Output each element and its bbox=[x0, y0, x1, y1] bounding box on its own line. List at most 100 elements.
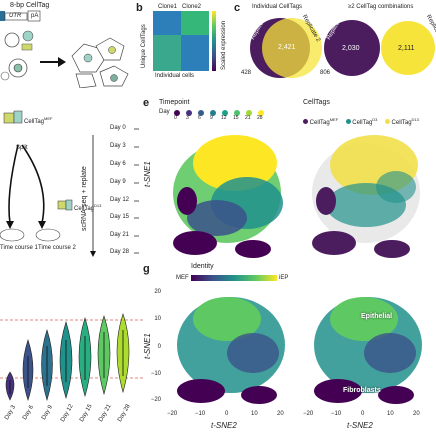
xtick: 0 bbox=[361, 411, 365, 417]
panel-a-construct: 8-bp CellTag UTR pA bbox=[0, 0, 130, 100]
tsne1-label-e: t-SNE1 bbox=[143, 161, 152, 187]
day-dot bbox=[210, 110, 216, 116]
day-item: Day 12 bbox=[110, 197, 130, 203]
panel-c-venn: Individual CellTags ≥2 CellTag combinati… bbox=[240, 0, 436, 96]
day-tick: 12 bbox=[221, 115, 227, 121]
celltags-legend: CellTagMEF CellTagD3 CellTagD13 bbox=[303, 111, 436, 126]
celltags-legend-item: CellTagD13 bbox=[384, 117, 419, 126]
identity-title: Identity bbox=[191, 263, 214, 270]
protocol-diagram bbox=[0, 110, 139, 257]
panel-e-tsne: Timepoint Day 0 3 6 9 12 15 21 28 CellTa… bbox=[143, 97, 436, 263]
panel-g-identity: Identity MEF iEP t-SNE1 Fibroblasts Epit… bbox=[143, 263, 436, 435]
ytick: 20 bbox=[154, 289, 161, 295]
xticks-left: −20 −10 0 10 20 bbox=[167, 411, 291, 419]
xtick: 10 bbox=[387, 411, 394, 417]
day-tick: 9 bbox=[210, 115, 213, 121]
heatmap-colorbar bbox=[212, 11, 216, 71]
ytick: −10 bbox=[150, 371, 161, 377]
ytick: −20 bbox=[150, 397, 161, 403]
timepoint-title: Timepoint bbox=[159, 99, 190, 106]
day-dot bbox=[198, 110, 204, 116]
heatmap-xlabel: Individual cells bbox=[155, 73, 195, 79]
venn-right-title: ≥2 CellTag combinations bbox=[348, 4, 414, 10]
celltags-legend-item: CellTagD3 bbox=[345, 117, 377, 126]
identity-colorbar bbox=[191, 275, 277, 281]
day-legend bbox=[174, 107, 274, 121]
venn-circles bbox=[250, 18, 435, 78]
panel-letter-c: c bbox=[234, 2, 241, 14]
ytick: 0 bbox=[157, 344, 161, 350]
venn-right-rep2 bbox=[381, 21, 435, 75]
heatmap-ylabel: Unique CellTags bbox=[141, 24, 147, 68]
construct-diagram bbox=[0, 10, 41, 22]
xtick: −20 bbox=[303, 411, 314, 417]
xticks-right: −20 −10 0 10 20 bbox=[303, 411, 427, 419]
overlay-label-2: Epithelial bbox=[361, 313, 393, 320]
day-dot bbox=[246, 110, 252, 116]
venn-left-rep2 bbox=[262, 18, 322, 78]
venn-right-only1: 2,030 bbox=[342, 45, 360, 52]
day-item: Day 9 bbox=[110, 179, 126, 185]
day-item: Day 28 bbox=[110, 249, 130, 255]
venn-left-only2: 806 bbox=[320, 70, 331, 76]
scrna-vertical-label: scRNA-seq + replate bbox=[81, 166, 88, 231]
mef-label: CellTagMEF bbox=[24, 116, 53, 125]
xtick: 20 bbox=[277, 411, 284, 417]
clone2-label: Clone2 bbox=[182, 4, 202, 10]
tsne-identity-plot-2 bbox=[314, 297, 422, 404]
construct-utr: UTR bbox=[9, 13, 22, 19]
xtick: 10 bbox=[251, 411, 258, 417]
violin-xaxis: Day 3 Day 6 Day 9 Day 12 Day 15 Day 21 D… bbox=[0, 404, 143, 435]
colorbar-label: Scaled expression bbox=[221, 20, 227, 70]
day-dot bbox=[258, 110, 264, 116]
transduction-diagram bbox=[0, 30, 129, 88]
celltags-legend-item: CellTagMEF bbox=[303, 117, 338, 126]
day-dot bbox=[174, 110, 180, 116]
day-tick: 15 bbox=[233, 115, 239, 121]
day-item: Day 6 bbox=[110, 161, 126, 167]
tsne-identity-plot-1 bbox=[177, 297, 285, 404]
panel-d-protocol: CellTagMEF Split CellTagD13 Time course … bbox=[0, 105, 140, 265]
identity-mef: MEF bbox=[176, 275, 189, 281]
heatmap-grid bbox=[153, 11, 209, 71]
tsne-timepoint-plot bbox=[173, 135, 283, 258]
xtick: −10 bbox=[331, 411, 342, 417]
xtick: −20 bbox=[167, 411, 178, 417]
violin-plot bbox=[0, 313, 143, 402]
panel-b-heatmap: Clone1 Clone2 Unique CellTags Individual… bbox=[141, 0, 235, 96]
day-item: Day 15 bbox=[110, 214, 130, 220]
day-tick: 28 bbox=[257, 115, 263, 121]
xtick: 0 bbox=[225, 411, 229, 417]
split-label: Split bbox=[16, 145, 28, 151]
tsne2-label-right: t-SNE2 bbox=[347, 421, 373, 430]
day-dot bbox=[234, 110, 240, 116]
d13-label: CellTagD13 bbox=[74, 203, 102, 212]
xtick: −10 bbox=[195, 411, 206, 417]
panel-letter-g: g bbox=[143, 263, 150, 275]
venn-left-only1: 428 bbox=[241, 70, 252, 76]
day-list: Day 0 Day 3 Day 6 Day 9 Day 12 Day 15 Da… bbox=[110, 125, 140, 266]
day-item: Day 3 bbox=[110, 143, 126, 149]
ytick: 10 bbox=[154, 316, 161, 322]
venn-left-title: Individual CellTags bbox=[252, 4, 303, 10]
panel-letter-b: b bbox=[136, 2, 143, 14]
venn-left-both: 2,421 bbox=[278, 44, 296, 51]
venn-right-rep1 bbox=[324, 20, 380, 76]
overlay-label-1: Fibroblasts bbox=[343, 387, 381, 394]
tsne-cloud-celltags bbox=[312, 135, 420, 258]
day-tick: 6 bbox=[198, 115, 201, 121]
identity-iep: iEP bbox=[279, 275, 289, 281]
time-course-1: Time course 1 bbox=[0, 245, 38, 251]
clone1-label: Clone1 bbox=[158, 4, 178, 10]
construct-pa: pA bbox=[31, 13, 39, 19]
day-tick: 0 bbox=[174, 115, 177, 121]
construct-label: 8-bp CellTag bbox=[10, 2, 50, 9]
celltags-title: CellTags bbox=[303, 99, 330, 106]
time-course-2: Time course 2 bbox=[38, 245, 76, 251]
day-tick: 3 bbox=[186, 115, 189, 121]
tsne-cloud-timepoint bbox=[173, 135, 283, 258]
day-legend-label: Day bbox=[159, 109, 170, 115]
day-item: Day 0 bbox=[110, 125, 126, 131]
xtick: 20 bbox=[413, 411, 420, 417]
venn-right-only2: 2,111 bbox=[398, 45, 415, 52]
